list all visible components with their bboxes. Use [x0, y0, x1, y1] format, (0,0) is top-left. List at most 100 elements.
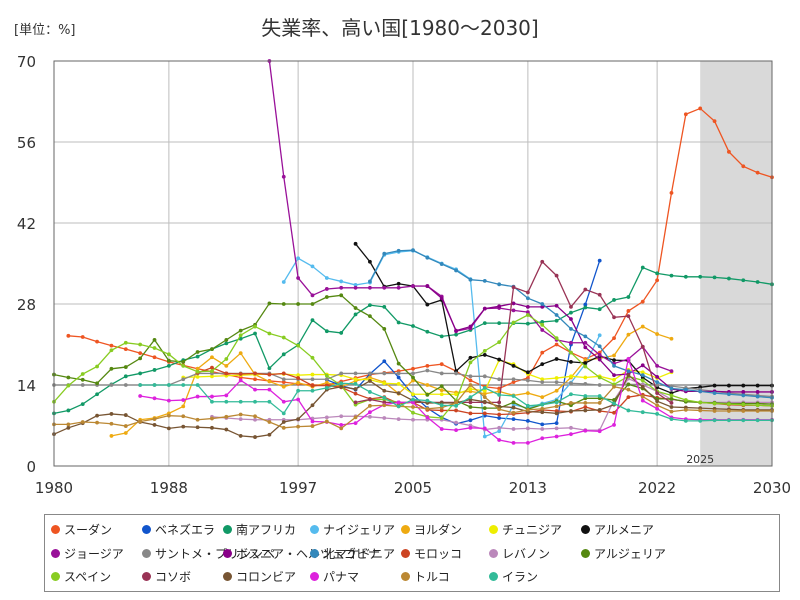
legend-item: モロッコ: [401, 545, 462, 562]
data-point: [741, 278, 746, 283]
data-point: [540, 436, 545, 441]
data-point: [511, 394, 516, 398]
data-point: [411, 324, 415, 328]
data-point: [138, 342, 143, 347]
data-point: [238, 378, 243, 383]
data-point: [238, 372, 243, 376]
legend-marker: [581, 525, 590, 534]
legend-item: ベネズエラ: [142, 521, 215, 538]
data-point: [497, 404, 502, 409]
data-point: [454, 403, 458, 408]
legend-marker: [401, 572, 410, 581]
data-point: [554, 313, 559, 317]
data-point: [296, 343, 301, 348]
data-point: [382, 359, 387, 364]
data-point: [669, 369, 674, 374]
legend-item: 南アフリカ: [223, 521, 296, 538]
data-point: [597, 357, 602, 362]
data-point: [439, 262, 444, 266]
data-point: [669, 405, 674, 409]
legend-label: 北マケドニア: [323, 547, 396, 561]
data-point: [411, 417, 415, 422]
data-point: [238, 417, 243, 422]
data-point: [640, 398, 645, 403]
data-point: [569, 340, 573, 345]
legend-item: ボスニア・ヘルツェゴビナ: [223, 545, 380, 562]
data-point: [66, 408, 71, 413]
data-point: [224, 337, 229, 342]
data-point: [195, 375, 200, 379]
data-point: [569, 432, 573, 437]
data-point: [138, 351, 143, 356]
data-point: [698, 274, 703, 279]
data-point: [569, 425, 573, 430]
data-point: [597, 429, 602, 434]
data-point: [253, 387, 257, 392]
data-point: [138, 356, 143, 361]
data-point: [310, 424, 315, 428]
data-point: [353, 421, 358, 426]
y-tick-label: 14: [17, 377, 36, 395]
forecast-year-label: 2025: [686, 453, 714, 466]
data-point: [267, 331, 272, 336]
legend-marker: [310, 572, 319, 581]
axes: 0 14 28 42 56 70 1980 1988 1997 2005 2013 2022 2030: [17, 53, 791, 497]
data-point: [396, 248, 401, 253]
data-point: [138, 394, 143, 398]
data-point: [482, 426, 487, 431]
data-point: [468, 355, 473, 360]
data-point: [468, 360, 473, 365]
data-point: [540, 304, 545, 309]
data-point: [281, 280, 286, 284]
data-point: [525, 310, 530, 314]
data-point: [224, 371, 229, 376]
data-point: [109, 434, 114, 438]
data-point: [411, 371, 415, 376]
data-point: [712, 275, 717, 280]
data-point: [727, 383, 731, 388]
legend: スーダン ベネズエラ 南アフリカ ナイジェリア ヨルダン チュニジア アルメニア ジョージア サ…: [44, 514, 780, 592]
legend-marker: [489, 525, 498, 534]
forecast-region: 2025: [686, 61, 772, 466]
data-point: [655, 383, 660, 387]
data-point: [612, 358, 616, 363]
data-point: [425, 302, 430, 307]
series-path: [68, 107, 773, 390]
data-point: [525, 440, 530, 445]
data-point: [123, 340, 128, 345]
data-point: [253, 414, 257, 419]
data-point: [497, 400, 502, 405]
data-point: [152, 423, 157, 427]
data-point: [540, 322, 545, 327]
legend-marker: [489, 549, 498, 558]
data-point: [612, 401, 616, 406]
data-point: [324, 415, 329, 420]
data-point: [583, 302, 588, 307]
data-point: [583, 401, 588, 405]
data-point: [525, 418, 530, 423]
data-point: [497, 321, 502, 325]
data-point: [597, 353, 602, 357]
data-point: [612, 377, 616, 382]
data-point: [554, 426, 559, 431]
data-point: [525, 313, 530, 317]
data-point: [267, 432, 272, 437]
data-point: [396, 320, 401, 325]
data-point: [612, 384, 616, 389]
data-point: [66, 375, 71, 380]
data-point: [310, 383, 315, 388]
data-point: [482, 406, 487, 411]
data-point: [569, 359, 573, 364]
data-point: [95, 364, 99, 369]
legend-label: スーダン: [64, 523, 113, 537]
data-point: [296, 397, 301, 402]
legend-marker: [51, 525, 60, 534]
data-point: [425, 406, 430, 411]
data-point: [296, 424, 301, 429]
data-point: [166, 364, 171, 368]
data-point: [640, 410, 645, 415]
data-point: [267, 420, 272, 424]
data-point: [655, 399, 660, 404]
data-point: [382, 285, 387, 290]
legend-label: サントメ・プリンシペ: [155, 547, 276, 561]
